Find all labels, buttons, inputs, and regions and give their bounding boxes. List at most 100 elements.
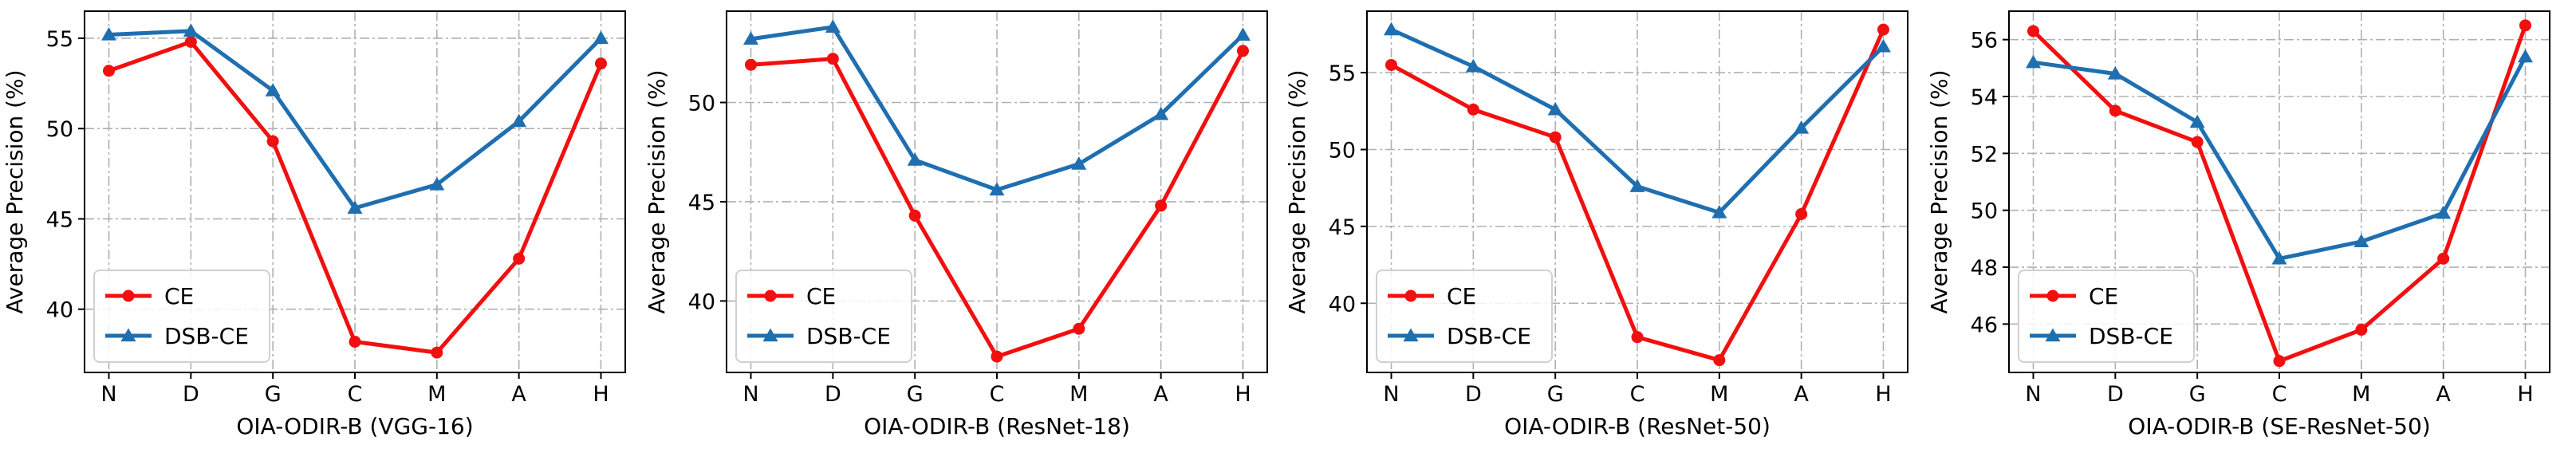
x-tick-label: D bbox=[2107, 382, 2124, 407]
data-point-ce bbox=[103, 65, 116, 77]
legend-marker bbox=[1404, 289, 1417, 302]
legend-marker bbox=[1403, 328, 1419, 342]
data-point-dsb-ce bbox=[1875, 38, 1891, 53]
data-point-ce bbox=[1795, 207, 1808, 220]
data-point-dsb-ce bbox=[1071, 156, 1087, 170]
x-tick-label: A bbox=[2436, 382, 2451, 407]
chart-panel-2: N D G C M A H 40 45 50 OIA-ODIR-B (ResNet-18) Avera… bbox=[644, 10, 1268, 439]
x-tick-label: H bbox=[1235, 382, 1251, 407]
data-point-ce bbox=[2273, 355, 2286, 368]
data-point-dsb-ce bbox=[1711, 205, 1727, 219]
y-tick-label: 40 bbox=[1329, 292, 1356, 317]
data-point-ce bbox=[826, 53, 839, 65]
legend: CE DSB-CE bbox=[735, 270, 912, 363]
x-tick-label: C bbox=[990, 382, 1005, 407]
y-axis-label: Average Precision (%) bbox=[644, 69, 670, 313]
x-axis-label: OIA-ODIR-B (SE-ResNet-50) bbox=[2128, 413, 2430, 439]
legend: CE DSB-CE bbox=[2018, 270, 2195, 363]
y-axis-label: Average Precision (%) bbox=[2, 69, 28, 313]
legend-label: CE bbox=[806, 283, 836, 309]
x-axis-label: OIA-ODIR-B (ResNet-50) bbox=[1504, 413, 1771, 439]
data-point-dsb-ce bbox=[2436, 205, 2452, 219]
x-tick-label: N bbox=[1383, 382, 1399, 407]
x-tick-label: C bbox=[1630, 382, 1645, 407]
data-point-ce bbox=[1467, 103, 1479, 116]
x-tick-label: D bbox=[825, 382, 841, 407]
x-tick-label: G bbox=[2189, 382, 2206, 407]
y-tick-label: 46 bbox=[1971, 313, 1998, 337]
y-tick-label: 52 bbox=[1971, 142, 1998, 167]
x-axis-label: OIA-ODIR-B (ResNet-18) bbox=[864, 413, 1130, 439]
data-point-ce bbox=[1713, 354, 1726, 367]
legend: CE DSB-CE bbox=[1376, 270, 1553, 363]
x-tick-label: N bbox=[742, 382, 758, 407]
legend-label: DSB-CE bbox=[1447, 323, 1531, 349]
data-point-ce bbox=[594, 57, 607, 70]
data-point-dsb-ce bbox=[907, 152, 923, 166]
data-point-dsb-ce bbox=[429, 176, 445, 191]
y-tick-label: 45 bbox=[688, 191, 715, 215]
chart-panel-3: N D G C M A H 40 45 50 55 OIA-ODIR-B (ResNet-50) Ave… bbox=[1284, 10, 1908, 439]
data-point-ce bbox=[184, 36, 197, 49]
data-point-ce bbox=[2355, 323, 2368, 336]
legend-label: CE bbox=[1447, 283, 1476, 309]
legend-label: DSB-CE bbox=[806, 323, 891, 349]
x-tick-label: M bbox=[427, 382, 446, 407]
legend-label: DSB-CE bbox=[2089, 323, 2173, 349]
x-tick-label: A bbox=[511, 382, 526, 407]
legend-marker bbox=[764, 289, 777, 302]
data-point-ce bbox=[1155, 199, 1168, 212]
x-tick-label: H bbox=[2517, 382, 2533, 407]
legend-label: CE bbox=[164, 283, 194, 309]
legend-marker bbox=[2046, 289, 2059, 302]
data-point-dsb-ce bbox=[825, 19, 841, 33]
y-tick-label: 50 bbox=[46, 117, 73, 142]
chart-panel-4: N D G C M A H 46 48 50 52 54 56 OIA-ODIR-B (SE-ResNet… bbox=[1926, 10, 2550, 439]
x-tick-label: M bbox=[1710, 382, 1728, 407]
legend-marker bbox=[2045, 328, 2061, 342]
data-point-ce bbox=[266, 135, 279, 148]
y-tick-label: 54 bbox=[1971, 85, 1998, 110]
legend-box bbox=[1376, 270, 1553, 363]
x-tick-label: H bbox=[1875, 382, 1891, 407]
legend-marker bbox=[762, 328, 778, 342]
data-point-dsb-ce bbox=[1235, 27, 1251, 41]
x-tick-label: N bbox=[2025, 382, 2041, 407]
legend: CE DSB-CE bbox=[93, 270, 270, 363]
data-point-dsb-ce bbox=[183, 23, 199, 37]
x-tick-label: H bbox=[593, 382, 609, 407]
data-point-ce bbox=[2109, 104, 2121, 117]
x-tick-label: M bbox=[1069, 382, 1088, 407]
data-point-dsb-ce bbox=[101, 26, 117, 41]
data-point-dsb-ce bbox=[1384, 22, 1400, 36]
data-point-ce bbox=[1236, 45, 1249, 57]
data-point-dsb-ce bbox=[2353, 234, 2369, 248]
data-point-ce bbox=[908, 209, 921, 222]
chart-panel-1: N D G C M A H 40 45 50 55 OIA-ODIR-B (VGG-16) Averag… bbox=[2, 10, 626, 439]
data-point-dsb-ce bbox=[265, 83, 281, 96]
y-tick-label: 45 bbox=[46, 207, 73, 232]
legend-box bbox=[93, 270, 270, 363]
data-point-dsb-ce bbox=[2107, 65, 2123, 80]
data-point-dsb-ce bbox=[1794, 120, 1810, 134]
data-point-dsb-ce bbox=[593, 30, 609, 45]
legend-label: CE bbox=[2089, 283, 2118, 309]
legend-label: DSB-CE bbox=[164, 323, 249, 349]
data-point-ce bbox=[2191, 136, 2204, 148]
legend-box bbox=[735, 270, 912, 363]
y-tick-label: 50 bbox=[688, 91, 715, 116]
data-point-dsb-ce bbox=[1629, 179, 1645, 192]
y-tick-label: 40 bbox=[46, 298, 73, 323]
y-tick-label: 55 bbox=[46, 27, 73, 52]
y-tick-label: 45 bbox=[1329, 215, 1356, 240]
data-point-ce bbox=[2027, 25, 2040, 37]
x-tick-label: A bbox=[1794, 382, 1809, 407]
data-point-ce bbox=[513, 252, 526, 265]
data-point-ce bbox=[1631, 331, 1644, 344]
data-point-ce bbox=[1549, 131, 1562, 144]
x-tick-label: G bbox=[265, 382, 282, 407]
data-point-ce bbox=[2519, 19, 2531, 32]
data-point-ce bbox=[2437, 252, 2450, 265]
x-tick-label: G bbox=[1547, 382, 1564, 407]
